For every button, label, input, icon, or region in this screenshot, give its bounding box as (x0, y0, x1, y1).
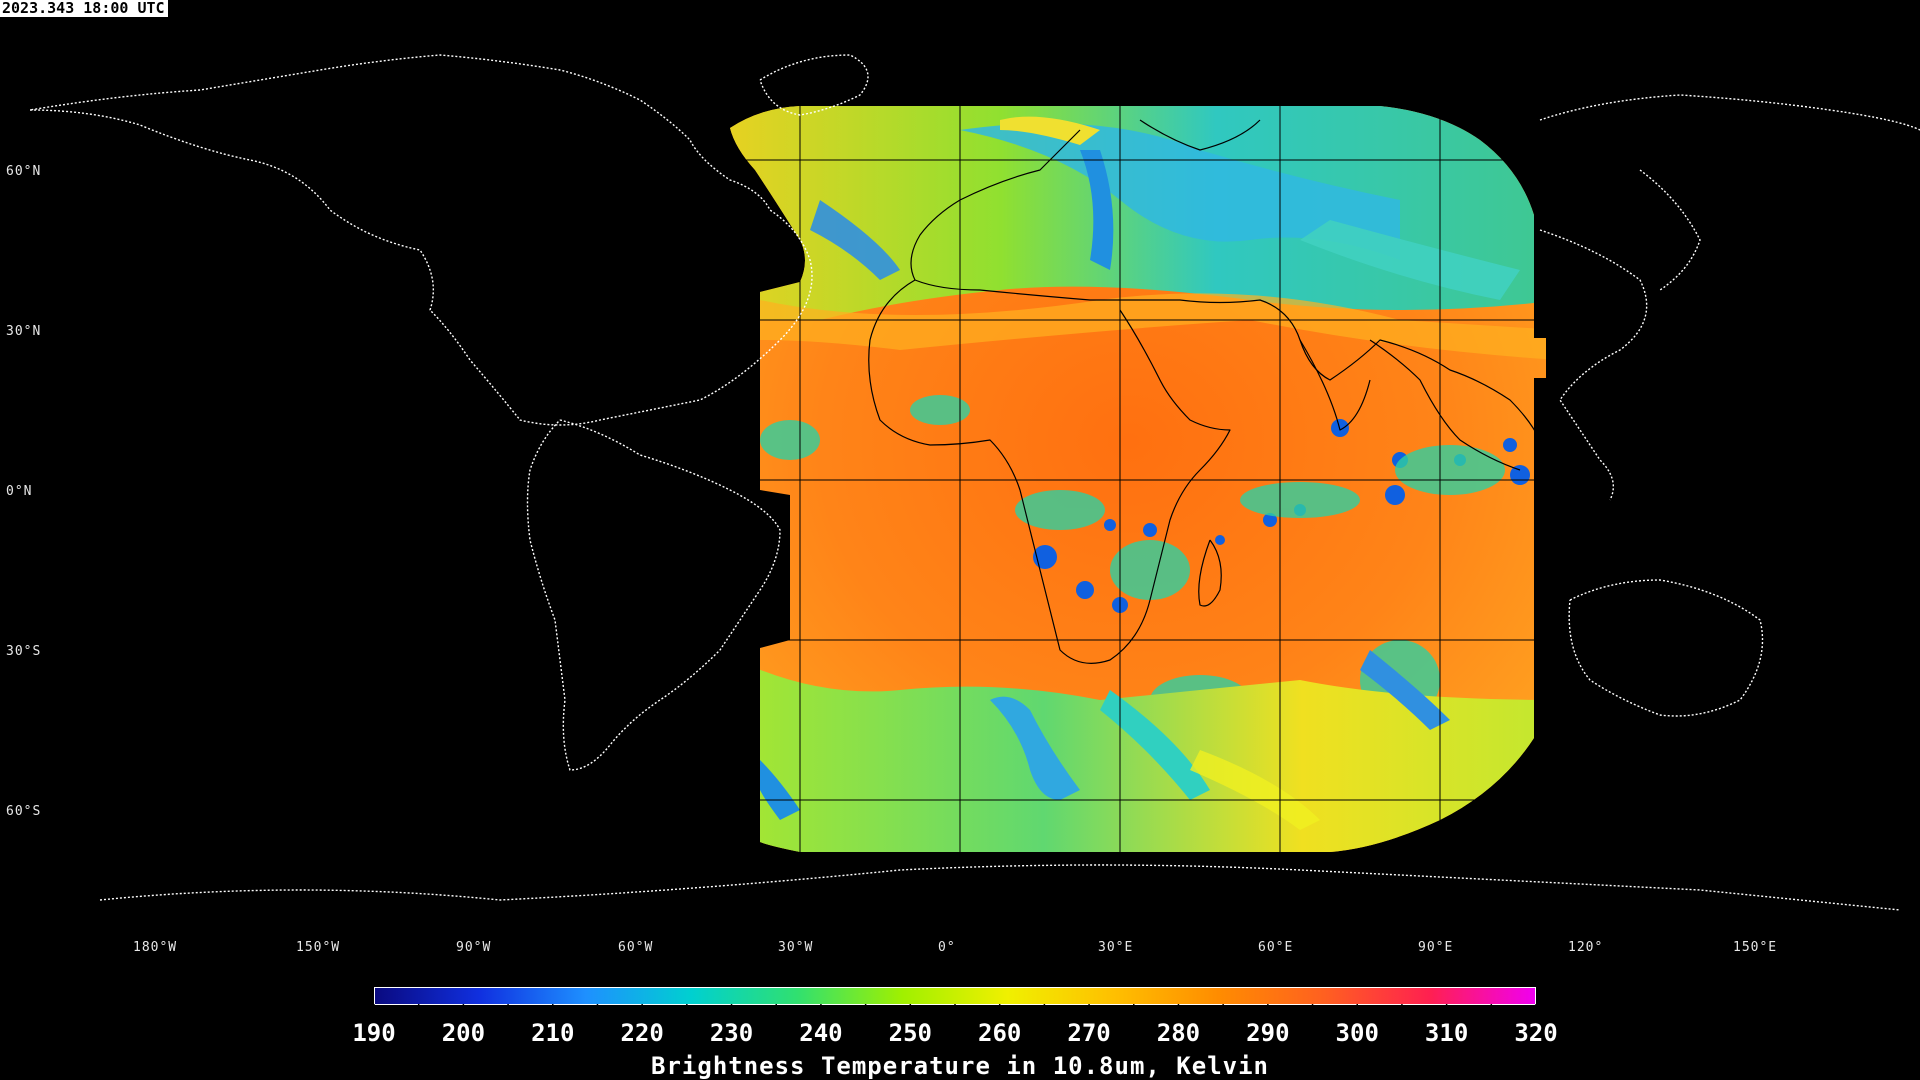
colorbar-tick-label: 220 (620, 1019, 664, 1047)
colorbar-gradient (374, 987, 1536, 1005)
colorbar-tick-label: 310 (1424, 1019, 1469, 1047)
longitude-label: 60°W (618, 940, 654, 955)
latitude-label: 60°N (6, 164, 42, 179)
colorbar-tick-label: 320 (1514, 1019, 1558, 1047)
longitude-label: 180°W (133, 940, 178, 955)
colorbar-ticks (374, 1004, 1536, 1012)
latitude-label: 60°S (6, 804, 42, 819)
longitude-label: 90°W (456, 940, 492, 955)
colorbar-tick-label: 270 (1067, 1019, 1111, 1047)
longitude-label: 150°E (1733, 940, 1778, 955)
longitude-label: 0° (938, 940, 956, 955)
colorbar-tick-label: 280 (1156, 1019, 1201, 1047)
latitude-label: 30°S (6, 644, 42, 659)
colorbar-title: Brightness Temperature in 10.8um, Kelvin (651, 1052, 1269, 1080)
colorbar-tick-label: 200 (441, 1019, 486, 1047)
longitude-label: 60°E (1258, 940, 1294, 955)
latitude-label: 0°N (6, 484, 33, 499)
colorbar-tick-label: 190 (352, 1019, 396, 1047)
longitude-label: 30°E (1098, 940, 1134, 955)
longitude-label: 120° (1568, 940, 1604, 955)
graticule (700, 100, 1560, 860)
colorbar-tick-label: 210 (531, 1019, 575, 1047)
satellite-map (29, 54, 1920, 911)
colorbar-tick-label: 230 (709, 1019, 754, 1047)
latitude-label: 30°N (6, 324, 42, 339)
colorbar-tick-label: 290 (1246, 1019, 1290, 1047)
colorbar-tick-label: 300 (1335, 1019, 1379, 1047)
coastlines (29, 54, 1920, 911)
colorbar-tick-label: 250 (888, 1019, 932, 1047)
longitude-label: 150°W (296, 940, 341, 955)
timestamp-label: 2023.343 18:00 UTC (0, 0, 168, 17)
colorbar-tick-label: 260 (978, 1019, 1022, 1047)
longitude-label: 90°E (1418, 940, 1454, 955)
colorbar-tick-label: 240 (799, 1019, 843, 1047)
longitude-label: 30°W (778, 940, 814, 955)
